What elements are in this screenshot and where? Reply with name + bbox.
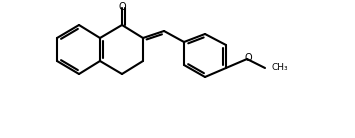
- Text: CH₃: CH₃: [271, 63, 288, 72]
- Text: O: O: [244, 53, 252, 63]
- Text: O: O: [118, 2, 126, 12]
